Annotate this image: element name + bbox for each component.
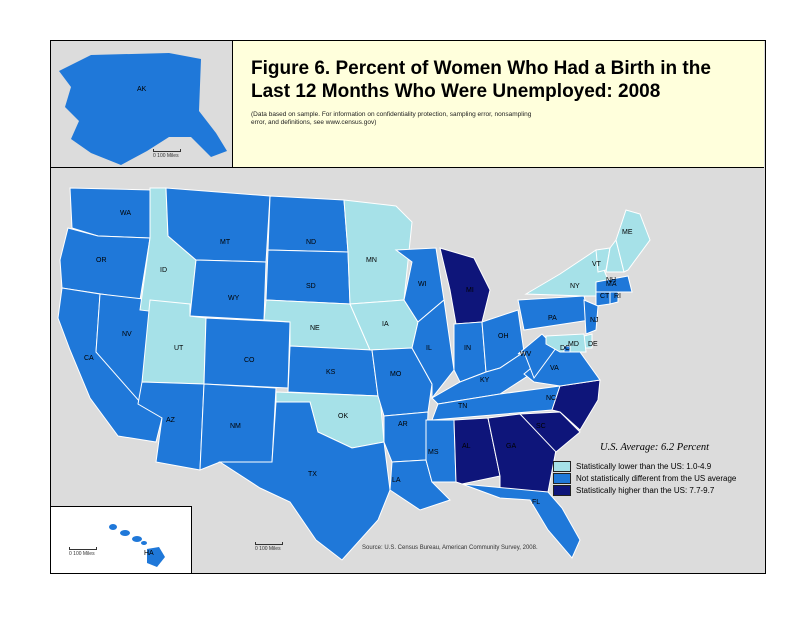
state-label-NY: NY [570, 283, 580, 290]
state-label-NH: NH [606, 277, 616, 284]
state-label-TN: TN [458, 403, 467, 410]
data-note: (Data based on sample. For information o… [251, 111, 532, 126]
state-label-AK: AK [137, 86, 147, 93]
state-label-MI: MI [466, 287, 474, 294]
state-DC[interactable] [563, 345, 571, 353]
state-WV[interactable] [517, 333, 557, 380]
state-SD[interactable] [265, 249, 351, 305]
state-label-OH: OH [498, 333, 509, 340]
state-label-OK: OK [338, 413, 348, 420]
us-average-label: U.S. Average: 6.2 Percent [600, 442, 710, 453]
state-label-MS: MS [428, 449, 439, 456]
state-label-WV: WV [520, 351, 532, 358]
state-label-MD: MD [568, 341, 579, 348]
state-label-WY: WY [228, 295, 240, 302]
state-label-WI: WI [418, 281, 427, 288]
state-label-MN: MN [366, 257, 377, 264]
state-label-DC: DC [560, 345, 570, 352]
legend-swatch-low [553, 461, 571, 472]
state-FL[interactable] [461, 483, 581, 559]
conus-scale-bar: 0 100 Miles [255, 542, 283, 552]
state-label-SC: SC [536, 423, 546, 430]
state-label-ID: ID [160, 267, 167, 274]
state-label-NC: NC [546, 395, 556, 402]
state-label-AZ: AZ [166, 417, 176, 424]
state-label-IL: IL [426, 345, 432, 352]
state-RI[interactable] [609, 291, 619, 305]
state-SC[interactable] [518, 411, 581, 453]
state-MA[interactable] [595, 275, 633, 293]
hawaii-inset: HA 0 100 Miles [51, 506, 192, 573]
state-MI[interactable] [439, 247, 491, 325]
state-label-SD: SD [306, 283, 316, 290]
state-label-GA: GA [506, 443, 516, 450]
state-label-OR: OR [96, 257, 107, 264]
state-label-MO: MO [390, 371, 402, 378]
state-AL[interactable] [453, 417, 501, 485]
state-label-TX: TX [308, 471, 317, 478]
map-title: Figure 6. Percent of Women Who Had a Bir… [251, 58, 711, 102]
alaska-map: AK [59, 53, 227, 165]
state-HI[interactable] [109, 524, 165, 567]
state-label-AR: AR [398, 421, 408, 428]
state-CO[interactable] [203, 317, 291, 389]
hawaii-map: HA [109, 524, 165, 567]
state-ME[interactable] [615, 209, 651, 273]
legend-label-high: Statistically higher than the US: 7.7-9.… [576, 486, 715, 495]
legend-label-mid: Not statistically different from the US … [576, 474, 737, 483]
state-label-CT: CT [600, 293, 610, 300]
state-PA[interactable] [517, 295, 591, 331]
legend: Statistically lower than the US: 1.0-4.9… [553, 461, 736, 497]
state-label-NJ: NJ [590, 317, 599, 324]
state-label-ME: ME [622, 229, 633, 236]
alaska-inset: AK 0 100 Miles [51, 41, 233, 168]
source-note: Source: U.S. Census Bureau, American Com… [362, 545, 538, 551]
legend-item-high: Statistically higher than the US: 7.7-9.… [553, 485, 736, 496]
state-label-VA: VA [550, 365, 559, 372]
state-label-LA: LA [392, 477, 401, 484]
state-WA[interactable] [69, 187, 153, 239]
state-label-MT: MT [220, 239, 231, 246]
state-label-IN: IN [464, 345, 471, 352]
state-NJ[interactable] [583, 299, 599, 335]
state-label-CA: CA [84, 355, 94, 362]
state-label-PA: PA [548, 315, 557, 322]
state-label-HI: HA [144, 550, 154, 557]
title-panel: Figure 6. Percent of Women Who Had a Bir… [232, 41, 764, 168]
legend-label-low: Statistically lower than the US: 1.0-4.9 [576, 462, 712, 471]
state-label-DE: DE [588, 341, 598, 348]
state-label-VT: VT [592, 261, 602, 268]
legend-item-mid: Not statistically different from the US … [553, 473, 736, 484]
state-AR[interactable] [383, 411, 429, 463]
state-OR[interactable] [59, 227, 151, 301]
state-label-KS: KS [326, 369, 336, 376]
state-label-AL: AL [462, 443, 471, 450]
state-label-UT: UT [174, 345, 184, 352]
legend-swatch-mid [553, 473, 571, 484]
state-label-WA: WA [120, 210, 131, 217]
state-label-NV: NV [122, 331, 132, 338]
state-label-FL: FL [532, 499, 540, 506]
state-label-CO: CO [244, 357, 255, 364]
state-WY[interactable] [189, 259, 267, 321]
state-label-KY: KY [480, 377, 490, 384]
state-label-RI: RI [614, 293, 621, 300]
state-label-MA: MA [606, 281, 617, 288]
state-labels: WA OR CA NV ID MT WY UT CO AZ NM ND SD NE KS OK TX MN IA MO… [84, 210, 633, 506]
state-IN[interactable] [453, 321, 487, 383]
legend-swatch-high [553, 485, 571, 496]
state-AK[interactable] [59, 53, 227, 165]
state-MD[interactable] [545, 333, 587, 353]
states-layer [57, 187, 651, 561]
hi-scale-bar: 0 100 Miles [69, 547, 97, 557]
state-MS[interactable] [425, 419, 457, 483]
ak-scale-bar: 0 100 Miles [153, 149, 181, 159]
state-label-ND: ND [306, 239, 316, 246]
state-label-NE: NE [310, 325, 320, 332]
state-TX[interactable] [218, 401, 391, 561]
state-label-NM: NM [230, 423, 241, 430]
legend-item-low: Statistically lower than the US: 1.0-4.9 [553, 461, 736, 472]
state-label-IA: IA [382, 321, 389, 328]
